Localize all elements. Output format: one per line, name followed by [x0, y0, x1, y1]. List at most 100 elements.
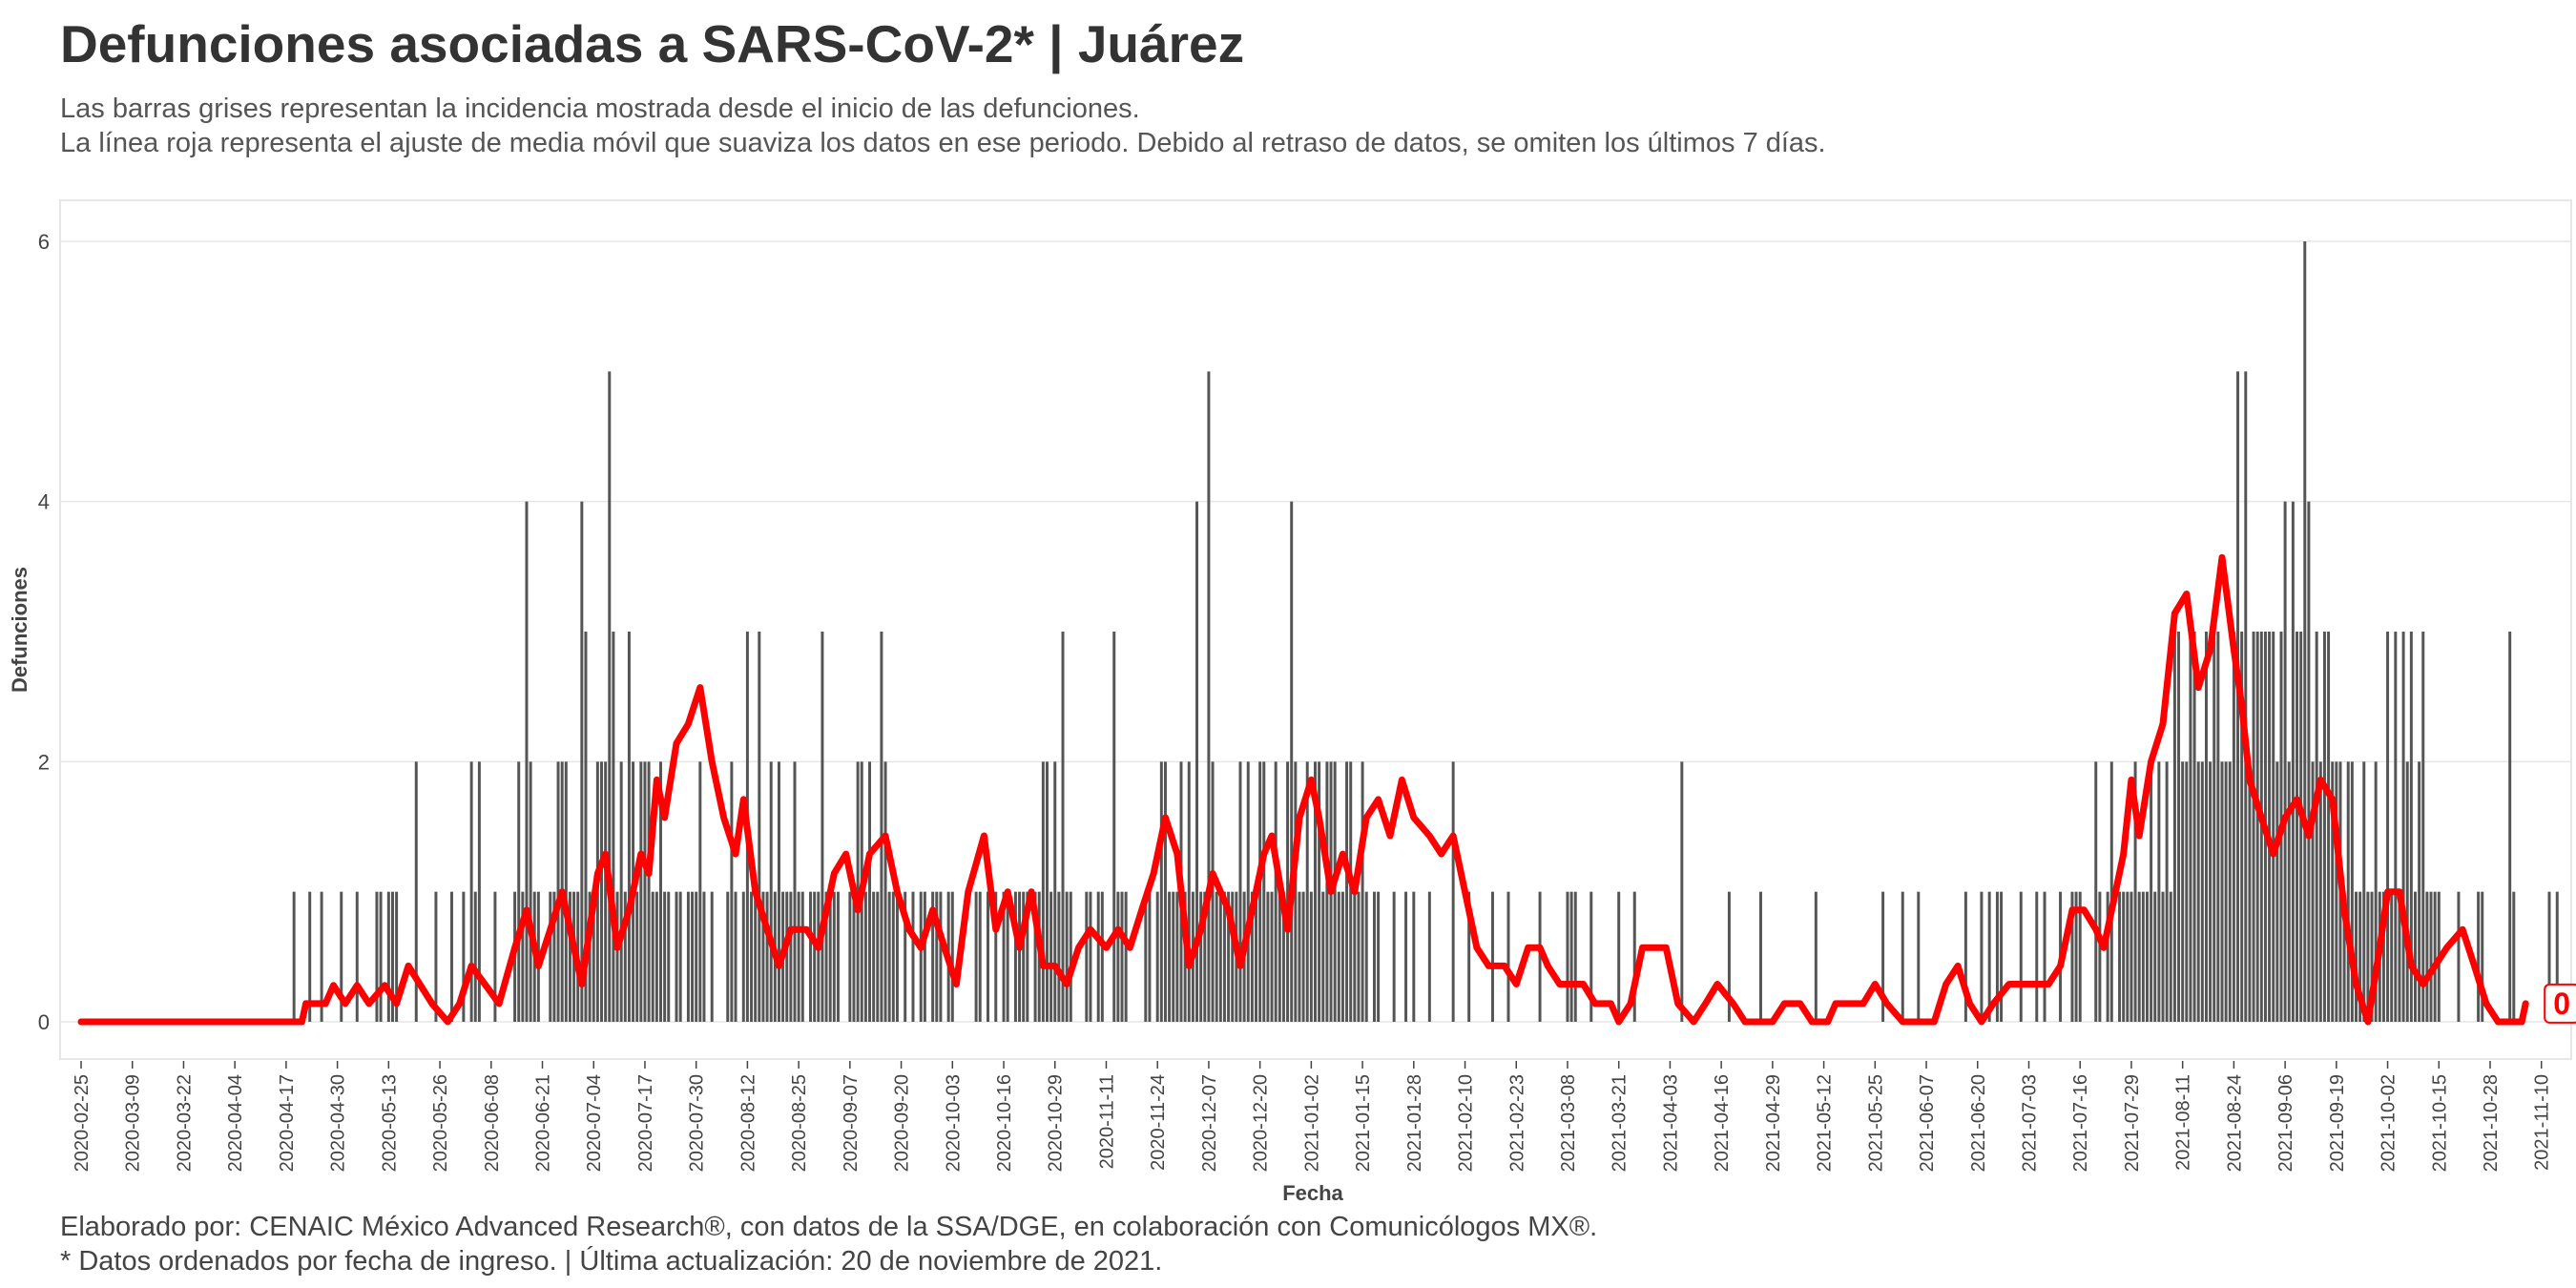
bar — [876, 891, 880, 1022]
bar — [2358, 891, 2362, 1022]
last-value-label: 0 — [2544, 983, 2576, 1024]
bar — [2433, 891, 2437, 1022]
bar — [832, 891, 836, 1022]
bar — [647, 761, 651, 1022]
bar — [1917, 891, 1921, 1022]
bar — [462, 891, 466, 1022]
chart-title: Defunciones asociadas a SARS-CoV-2* | Ju… — [60, 14, 1245, 73]
bar — [659, 761, 662, 1022]
bar — [292, 891, 296, 1022]
bar — [1100, 891, 1104, 1022]
bar — [643, 761, 647, 1022]
bar — [1980, 891, 1984, 1022]
x-tick-label: 2020-09-20 — [892, 1074, 913, 1172]
bar — [1377, 891, 1381, 1022]
bar — [663, 891, 667, 1022]
bar — [1321, 891, 1325, 1022]
bar — [891, 891, 895, 1022]
bar — [2331, 761, 2335, 1022]
bar — [1373, 891, 1376, 1022]
bar — [1250, 891, 1254, 1022]
bar — [1274, 761, 1278, 1022]
bar — [863, 891, 867, 1022]
bar — [2335, 761, 2338, 1022]
bar — [1222, 891, 1226, 1022]
bar — [978, 891, 982, 1022]
bar — [1357, 891, 1361, 1022]
bar — [1995, 891, 1999, 1022]
bar — [691, 891, 695, 1022]
bar — [1195, 501, 1199, 1022]
x-tick-label: 2020-09-07 — [841, 1074, 862, 1172]
bar — [2043, 891, 2046, 1022]
bar — [1033, 891, 1037, 1022]
caption-line-1: Elaborado por: CENAIC México Advanced Re… — [60, 1212, 1598, 1242]
x-tick-label: 2021-09-06 — [2275, 1074, 2296, 1172]
bar — [2126, 891, 2129, 1022]
last-value-box — [2544, 983, 2576, 1024]
bar — [1345, 761, 1349, 1022]
bar — [2303, 241, 2307, 1022]
bar — [931, 891, 935, 1022]
bar — [2481, 891, 2484, 1022]
bar — [1159, 761, 1163, 1022]
bar — [469, 761, 473, 1022]
x-tick-label: 2021-08-11 — [2173, 1074, 2194, 1171]
bar — [1337, 891, 1340, 1022]
bar — [2145, 891, 2149, 1022]
bar — [449, 891, 453, 1022]
bar — [1294, 761, 1298, 1022]
bar — [2189, 632, 2192, 1022]
x-tick-label: 2020-03-22 — [174, 1074, 195, 1172]
bar — [2322, 632, 2326, 1022]
bar — [1013, 891, 1017, 1022]
bar — [809, 891, 813, 1022]
bar — [2287, 761, 2291, 1022]
bar — [1227, 891, 1231, 1022]
bar — [2307, 501, 2311, 1022]
bar — [1168, 891, 1172, 1022]
bar — [2283, 501, 2287, 1022]
bar — [1364, 891, 1368, 1022]
bar — [994, 891, 998, 1022]
x-tick-label: 2020-02-25 — [72, 1074, 93, 1172]
bar — [651, 891, 654, 1022]
bar — [2457, 891, 2461, 1022]
bar — [1199, 891, 1203, 1022]
bar — [789, 891, 793, 1022]
bar — [2153, 891, 2157, 1022]
bar — [2405, 761, 2409, 1022]
bar — [2161, 891, 2165, 1022]
bar — [758, 632, 761, 1022]
bar — [950, 891, 954, 1022]
bar — [1187, 761, 1191, 1022]
bar — [2346, 761, 2350, 1022]
x-axis-ticks: 2020-02-25 2020-03-09 2020-03-22 2020-04-04… — [72, 1061, 2553, 1172]
bar — [549, 891, 552, 1022]
bar — [1566, 891, 1569, 1022]
bar — [904, 891, 907, 1022]
bar — [939, 891, 943, 1022]
bar — [2141, 891, 2145, 1022]
bar — [1065, 891, 1069, 1022]
bar — [821, 632, 824, 1022]
moving-average-series — [77, 553, 2529, 1026]
bar — [2019, 891, 2023, 1022]
bar — [580, 501, 584, 1022]
bar — [1022, 891, 1026, 1022]
bar — [848, 891, 852, 1022]
bar — [1203, 891, 1207, 1022]
bar — [734, 891, 737, 1022]
bar — [726, 891, 730, 1022]
bar — [1632, 891, 1636, 1022]
bar — [584, 632, 588, 1022]
bar — [695, 891, 698, 1022]
bar — [2366, 891, 2370, 1022]
bar — [1538, 891, 1542, 1022]
bar — [517, 761, 521, 1022]
bars-series — [292, 241, 2559, 1023]
bar — [2200, 761, 2204, 1022]
bar — [1901, 891, 1904, 1022]
bar — [667, 891, 671, 1022]
bar — [2106, 891, 2109, 1022]
